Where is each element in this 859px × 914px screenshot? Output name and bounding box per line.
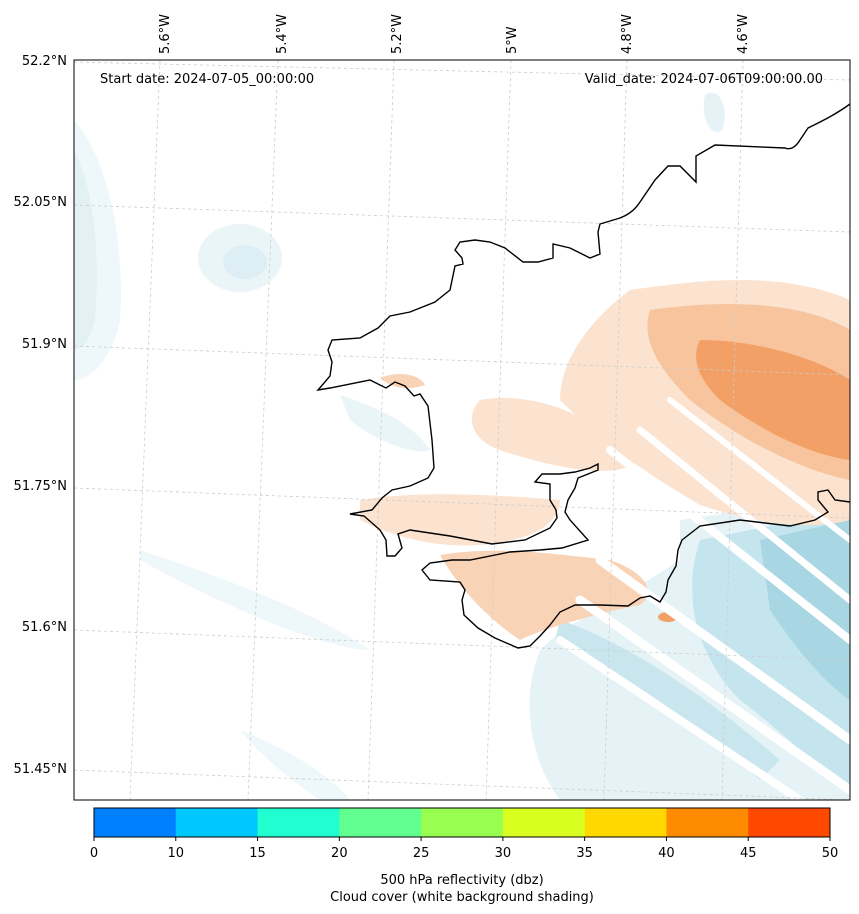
colorbar: 0 10 15 20 25 30 35 40 45 50 500 hPa reflectivity… [90, 807, 838, 905]
colorbar-segment [257, 808, 340, 837]
colorbar-segment [502, 808, 586, 837]
lon-label: 5°W [505, 26, 520, 54]
reflectivity-south-bay [360, 494, 560, 546]
colorbar-segment [748, 808, 831, 837]
reflectivity-northeast-core [696, 340, 850, 460]
colorbar-segment [421, 808, 504, 837]
lat-label: 52.2°N [22, 54, 67, 69]
cloud-streak-southwest-2 [240, 730, 350, 800]
coastline [316, 103, 851, 649]
cloud-streak-southwest-1 [140, 550, 370, 650]
colorbar-segment [584, 808, 667, 837]
colorbar-tick-label: 15 [249, 846, 266, 861]
colorbar-segments [94, 808, 831, 837]
map-frame [73, 59, 851, 801]
latitude-labels: 52.2°N 52.05°N 51.9°N 51.75°N 51.6°N 51.… [14, 54, 67, 777]
colorbar-tick-label: 30 [495, 846, 512, 861]
map-panel: Start date: 2024-07-05_00:00:00 Valid_da… [73, 59, 855, 804]
longitude-labels: 5.6°W 5.4°W 5.2°W 5°W 4.8°W 4.6°W [158, 14, 751, 54]
cloud-patch-northeast [703, 92, 725, 132]
colorbar-tick-label: 25 [413, 846, 430, 861]
lat-label: 51.6°N [22, 620, 67, 635]
lat-label: 51.9°N [22, 337, 67, 352]
colorbar-label-line2: Cloud cover (white background shading) [330, 890, 594, 905]
cloud-west-core [74, 150, 97, 350]
colorbar-tick-label: 40 [658, 846, 675, 861]
colorbar-tick-label: 0 [90, 846, 98, 861]
lon-label: 5.4°W [275, 14, 290, 54]
colorbar-tick-label: 20 [331, 846, 348, 861]
colorbar-tick-label: 45 [740, 846, 757, 861]
cloud-southeast-core [760, 520, 850, 700]
colorbar-segment [94, 808, 177, 837]
reflectivity-central-band [471, 398, 640, 471]
lon-label: 4.8°W [620, 14, 635, 54]
lat-label: 52.05°N [14, 195, 67, 210]
colorbar-segment [666, 808, 749, 837]
colorbar-label-line1: 500 hPa reflectivity (dbz) [380, 873, 543, 888]
colorbar-frame [93, 807, 831, 838]
colorbar-tick-label: 10 [168, 846, 185, 861]
cloud-bay-patch [340, 395, 430, 452]
colorbar-segment [175, 808, 259, 837]
start-date-annotation: Start date: 2024-07-05_00:00:00 [100, 72, 314, 87]
cloud-gap-streaks [556, 397, 855, 804]
lat-label: 51.45°N [14, 762, 67, 777]
cloud-patch-north-core [223, 245, 267, 279]
colorbar-ticks: 0 10 15 20 25 30 35 40 45 50 [90, 837, 838, 861]
colorbar-segment [339, 808, 422, 837]
lon-label: 4.6°W [736, 14, 751, 54]
cloud-cover-shading [74, 92, 850, 800]
valid-date-annotation: Valid_date: 2024-07-06T09:00:00.00 [585, 72, 823, 87]
lon-label: 5.2°W [390, 14, 405, 54]
lon-label: 5.6°W [158, 14, 173, 54]
lat-label: 51.75°N [14, 479, 67, 494]
colorbar-tick-label: 50 [822, 846, 839, 861]
reflectivity-shading [360, 280, 850, 640]
colorbar-tick-label: 35 [576, 846, 593, 861]
